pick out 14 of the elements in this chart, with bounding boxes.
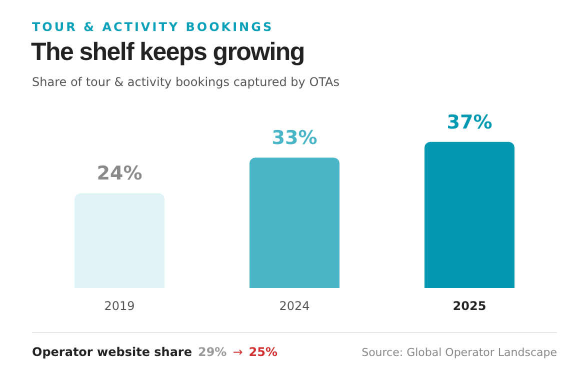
text: TOUR & ACTIVITY BOOKINGS: [32, 20, 274, 34]
data-label: 24%: [96, 162, 142, 185]
text: 25%: [248, 345, 278, 359]
data-label: 37%: [446, 111, 492, 134]
chart-title: The shelf keeps growing: [31, 38, 304, 67]
text: →: [232, 345, 243, 359]
source-note: Source: Global Operator Landscape: [362, 346, 557, 359]
x-tick-label: 2019: [104, 299, 135, 313]
data-label: 33%: [272, 127, 318, 150]
text: 29%: [198, 345, 227, 359]
text: Operator website share: [32, 345, 192, 359]
x-tick-label: 2024: [279, 299, 310, 313]
chart-subtitle: Share of tour & activity bookings captured by OTAs: [32, 75, 340, 89]
x-tick-label: 2025: [452, 299, 486, 313]
